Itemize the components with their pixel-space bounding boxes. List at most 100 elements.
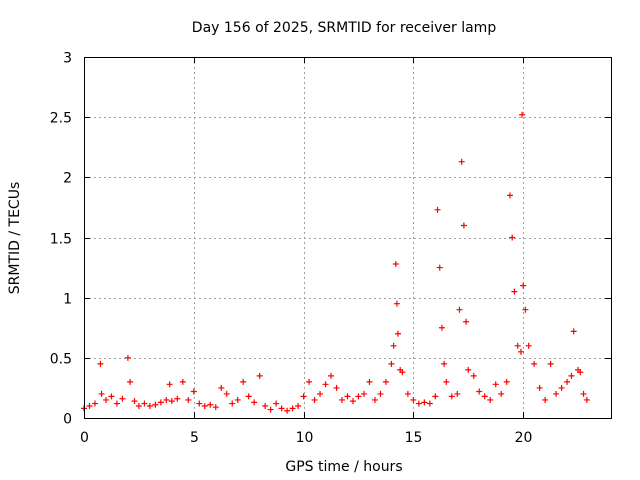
data-point xyxy=(102,396,109,403)
data-point xyxy=(399,369,406,376)
data-point xyxy=(583,396,590,403)
x-tick-label: 0 xyxy=(80,430,89,446)
data-point xyxy=(509,234,516,241)
data-point xyxy=(108,393,115,400)
data-point xyxy=(388,360,395,367)
data-point xyxy=(141,400,148,407)
x-tick-label: 20 xyxy=(515,430,533,446)
data-point xyxy=(377,390,384,397)
data-point xyxy=(514,342,521,349)
data-point xyxy=(404,390,411,397)
data-point xyxy=(366,378,373,385)
data-point xyxy=(119,395,126,402)
data-point xyxy=(146,402,153,409)
data-point xyxy=(441,360,448,367)
data-point xyxy=(410,396,417,403)
data-point xyxy=(564,378,571,385)
data-point xyxy=(542,396,549,403)
data-point xyxy=(127,378,134,385)
data-point xyxy=(426,400,433,407)
data-point xyxy=(273,400,280,407)
data-point xyxy=(207,401,214,408)
data-point xyxy=(519,111,526,118)
data-point xyxy=(393,300,400,307)
data-point xyxy=(470,372,477,379)
data-point xyxy=(333,384,340,391)
data-point xyxy=(185,396,192,403)
data-points xyxy=(81,111,590,414)
data-point xyxy=(360,390,367,397)
data-point xyxy=(328,372,335,379)
data-point xyxy=(229,400,236,407)
data-point xyxy=(547,360,554,367)
data-point xyxy=(531,360,538,367)
x-tick-label: 15 xyxy=(405,430,423,446)
data-point xyxy=(460,222,467,229)
data-point xyxy=(465,366,472,373)
x-tick-label: 5 xyxy=(190,430,199,446)
data-point xyxy=(240,378,247,385)
data-point xyxy=(218,384,225,391)
grid-lines xyxy=(84,57,611,418)
data-point xyxy=(481,393,488,400)
data-point xyxy=(415,400,422,407)
data-point xyxy=(487,396,494,403)
data-point xyxy=(463,318,470,325)
data-point xyxy=(511,288,518,295)
data-point xyxy=(443,378,450,385)
data-point xyxy=(390,342,397,349)
data-point xyxy=(434,206,441,213)
data-point xyxy=(349,398,356,405)
data-point xyxy=(113,400,120,407)
data-point xyxy=(476,388,483,395)
data-point xyxy=(190,388,197,395)
axis-ticks xyxy=(84,57,611,419)
x-axis-label: GPS time / hours xyxy=(285,459,402,475)
chart-title: Day 156 of 2025, SRMTID for receiver lam… xyxy=(192,20,497,36)
data-point xyxy=(438,324,445,331)
y-tick-label: 0.5 xyxy=(50,352,72,368)
data-point xyxy=(245,393,252,400)
data-point xyxy=(520,282,527,289)
data-point xyxy=(568,372,575,379)
data-point xyxy=(517,348,524,355)
data-point xyxy=(300,393,307,400)
data-point xyxy=(570,328,577,335)
data-point xyxy=(131,398,138,405)
data-point xyxy=(278,405,285,412)
data-point xyxy=(152,401,159,408)
data-point xyxy=(456,306,463,313)
data-point xyxy=(371,396,378,403)
y-tick-label: 0 xyxy=(63,412,72,428)
data-point xyxy=(262,402,269,409)
data-point xyxy=(289,405,296,412)
data-point xyxy=(492,381,499,388)
data-point xyxy=(498,390,505,397)
x-tick-labels: 0 5 10 15 20 xyxy=(80,430,532,446)
data-point xyxy=(256,372,263,379)
y-tick-label: 1 xyxy=(63,292,72,308)
data-point xyxy=(179,378,186,385)
data-point xyxy=(421,399,428,406)
y-axis-label: SRMTID / TECUs xyxy=(7,182,23,295)
data-point xyxy=(284,407,291,414)
data-point xyxy=(577,369,584,376)
y-tick-label: 1.5 xyxy=(50,232,72,248)
data-point xyxy=(163,396,170,403)
data-point xyxy=(458,158,465,165)
data-point xyxy=(295,402,302,409)
data-point xyxy=(234,396,241,403)
data-point xyxy=(267,406,274,413)
data-point xyxy=(91,400,98,407)
data-point xyxy=(306,378,313,385)
data-point xyxy=(454,390,461,397)
data-point xyxy=(98,390,105,397)
data-point xyxy=(339,396,346,403)
data-point xyxy=(124,354,131,361)
y-tick-labels: 0 0.5 1 1.5 2 2.5 3 xyxy=(50,51,72,428)
data-point xyxy=(174,395,181,402)
data-point xyxy=(536,384,543,391)
data-point xyxy=(525,342,532,349)
data-point xyxy=(223,390,230,397)
